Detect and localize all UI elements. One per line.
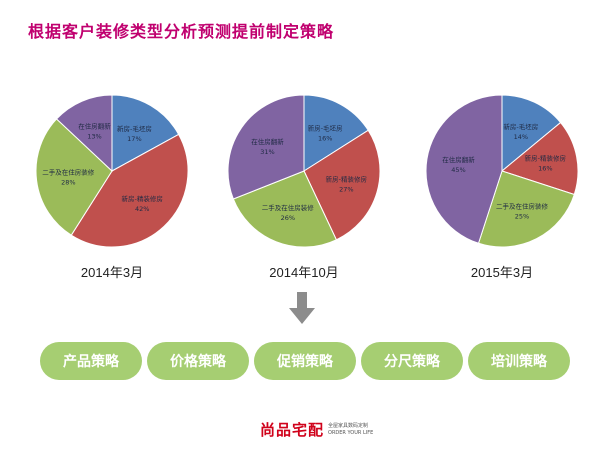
slice-value: 31% bbox=[260, 148, 274, 156]
strategy-pill-product[interactable]: 产品策略 bbox=[40, 342, 142, 380]
slice-value: 25% bbox=[515, 212, 529, 220]
strategy-pill-sizing[interactable]: 分尺策略 bbox=[361, 342, 463, 380]
page-title: 根据客户装修类型分析预测提前制定策略 bbox=[28, 22, 335, 41]
pie-slice-occupied-refurbish bbox=[55, 94, 113, 173]
pie-slice-resale-renovation bbox=[477, 170, 575, 248]
slice-value: 27% bbox=[339, 185, 353, 193]
slice-label: 新房-精装修房 bbox=[122, 194, 163, 203]
slice-value: 16% bbox=[318, 134, 332, 142]
slice-value: 26% bbox=[281, 214, 295, 222]
strategy-pill-promotion[interactable]: 促销策略 bbox=[254, 342, 356, 380]
slice-label: 二手及在住房装修 bbox=[42, 168, 95, 177]
logo-tagline: 全屋家具数码定制 ORDER YOUR LIFE bbox=[328, 423, 373, 437]
pie-slice-new-finished bbox=[70, 133, 189, 248]
slice-value: 13% bbox=[87, 133, 101, 141]
slice-label: 新房-毛坯房 bbox=[503, 122, 538, 131]
pie-slice-resale-renovation bbox=[35, 118, 113, 236]
strategy-list: 产品策略 价格策略 促销策略 分尺策略 培训策略 bbox=[40, 342, 572, 380]
slice-label: 在住房翻新 bbox=[78, 122, 111, 131]
pie-slice-resale-renovation bbox=[232, 170, 338, 248]
slice-label: 二手及在住房装修 bbox=[496, 201, 549, 210]
slice-value: 42% bbox=[135, 205, 149, 213]
slice-value: 28% bbox=[61, 179, 75, 187]
strategy-pill-training[interactable]: 培训策略 bbox=[468, 342, 570, 380]
pie-slice-new-rough bbox=[303, 94, 369, 172]
pie-chart-2014-10: 新房-毛坯房 16% 新房-精装修房 27% 二手及在住房装修 26% 在住房翻新 31% bbox=[227, 94, 381, 248]
logo-tagline-cn: 全屋家具数码定制 bbox=[328, 422, 369, 429]
slice-label: 新房-毛坯房 bbox=[308, 123, 343, 132]
down-arrow-icon bbox=[289, 292, 315, 324]
slice-label: 新房-毛坯房 bbox=[117, 124, 152, 133]
slice-value: 14% bbox=[514, 133, 528, 141]
slice-label: 在住房翻新 bbox=[251, 137, 284, 146]
pie-chart-2014-03: 新房-毛坯房 17% 新房-精装修房 42% 二手及在住房装修 28% 在住房翻新 13% bbox=[35, 94, 189, 248]
pie-slice-new-rough bbox=[111, 94, 180, 172]
slice-value: 45% bbox=[451, 166, 465, 174]
slice-value: 16% bbox=[538, 165, 552, 173]
strategy-pill-price[interactable]: 价格策略 bbox=[147, 342, 249, 380]
pie-slice-new-finished bbox=[303, 129, 381, 241]
brand-logo: 尚品宅配 全屋家具数码定制 ORDER YOUR LIFE bbox=[260, 419, 373, 440]
slice-label: 二手及在住房装修 bbox=[262, 203, 315, 212]
logo-name: 尚品宅配 bbox=[260, 421, 325, 439]
chart-caption: 2014年3月 bbox=[80, 265, 144, 280]
pie-slice-occupied-refurbish bbox=[227, 94, 305, 200]
slice-label: 新房-精装修房 bbox=[525, 154, 566, 163]
slice-label: 新房-精装修房 bbox=[326, 174, 367, 183]
pie-slice-occupied-refurbish bbox=[425, 94, 503, 244]
slice-value: 17% bbox=[127, 135, 141, 143]
pie-slice-new-finished bbox=[500, 121, 579, 196]
logo-tagline-en: ORDER YOUR LIFE bbox=[328, 429, 374, 436]
pie-chart-2015-03: 新房-毛坯房 14% 新房-精装修房 16% 二手及在住房装修 25% 在住房翻新 45% bbox=[425, 94, 579, 248]
pie-slice-new-rough bbox=[501, 94, 562, 173]
chart-caption: 2015年3月 bbox=[470, 265, 534, 280]
pie-charts-area: 新房-毛坯房 17% 新房-精装修房 42% 二手及在住房装修 28% 在住房翻新 13% 新… bbox=[35, 94, 579, 280]
slice-label: 在住房翻新 bbox=[442, 155, 475, 164]
chart-caption: 2014年10月 bbox=[269, 265, 339, 280]
